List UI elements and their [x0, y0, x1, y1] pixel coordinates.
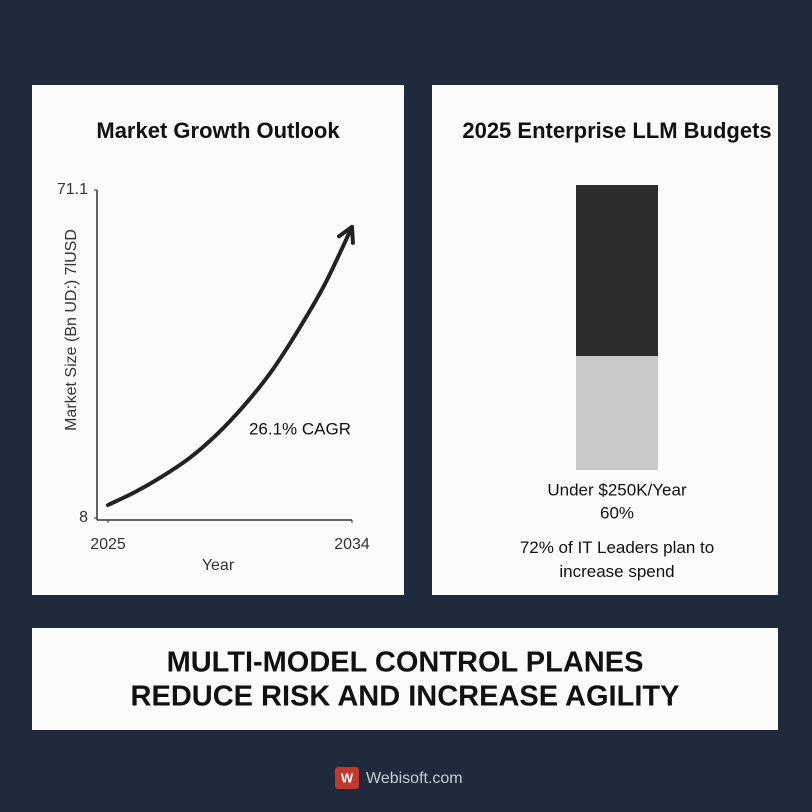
y-axis-label: Market Size (Bn UD:) 7lUSD [63, 229, 80, 431]
x-tick-label: 2034 [334, 536, 370, 553]
banner-panel [32, 628, 778, 730]
left-panel [32, 85, 404, 595]
chart-title: Market Growth Outlook [96, 118, 340, 143]
value-label: 60% [600, 503, 634, 522]
banner-line: REDUCE RISK AND INCREASE AGILITY [131, 681, 680, 713]
annotation: 72% of IT Leaders plan to increase spend [519, 538, 715, 581]
line [106, 224, 354, 508]
annotation-box: 72% of IT Leaders plan to increase spend [519, 538, 715, 581]
annotation: 26.1% CAGR [249, 419, 351, 438]
logo-letter: W [341, 770, 354, 785]
bar-segment [576, 185, 658, 356]
logo-icon [335, 767, 359, 789]
x-axis-label: Year [202, 557, 235, 574]
x-tick-label: 2025 [90, 536, 126, 553]
bar-segment [576, 356, 658, 470]
y-tick-label: 71.1 [57, 181, 88, 198]
banner-line: MULTI-MODEL CONTROL PLANES [167, 647, 644, 679]
arrow-head [337, 224, 355, 245]
legend-label: Under $250K/Year [547, 480, 687, 499]
footer-text: Webisoft.com [366, 770, 463, 787]
chart-title: 2025 Enterprise LLM Budgets [462, 118, 771, 143]
y-tick-label: 8 [79, 509, 88, 526]
